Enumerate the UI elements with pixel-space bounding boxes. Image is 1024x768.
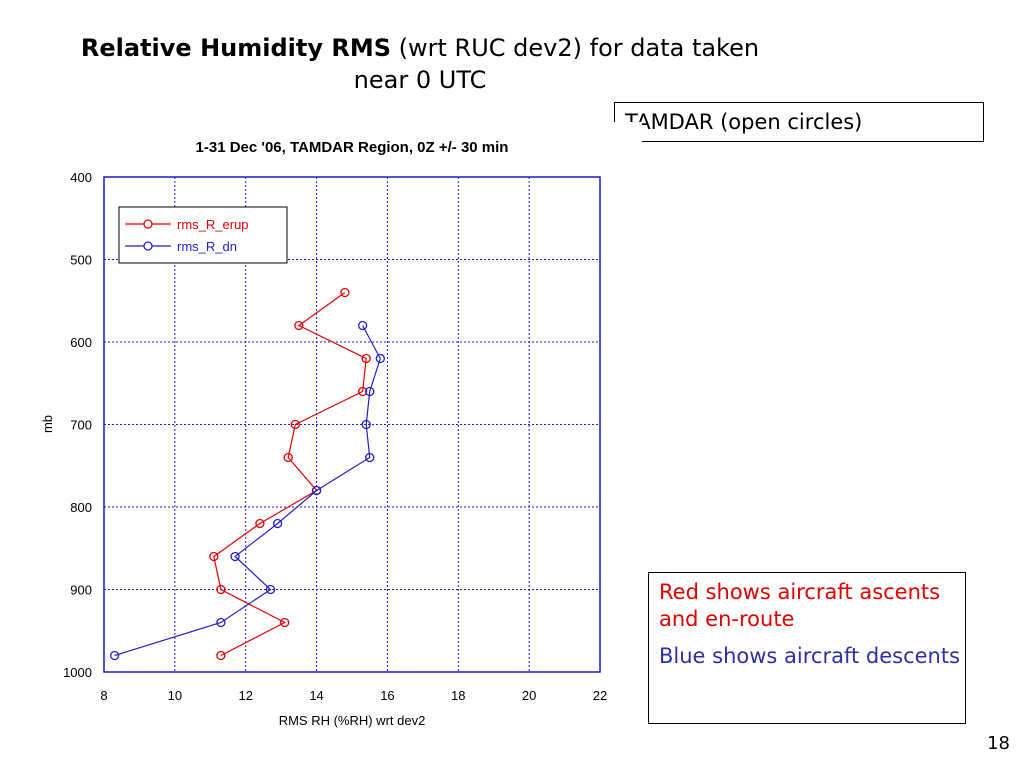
data-point-rms_R_erup <box>283 452 293 463</box>
slide-number: 18 <box>987 733 1010 754</box>
y-tick-label: 400 <box>70 170 92 185</box>
data-point-rms_R_dn <box>357 320 368 331</box>
slide-title: Relative Humidity RMS (wrt RUC dev2) for… <box>60 32 780 96</box>
data-point-rms_R_erup <box>361 353 371 364</box>
y-tick-label: 700 <box>70 418 92 433</box>
data-point-rms_R_dn <box>375 353 385 364</box>
data-point-rms_R_erup <box>357 386 368 397</box>
legend-label-rms_R_erup: rms_R_erup <box>177 217 249 232</box>
red-note: Red shows aircraft ascents and en-route <box>659 580 941 631</box>
color-explanation-box: Red shows aircraft ascents and en-route … <box>648 572 966 724</box>
data-point-rms_R_erup <box>255 518 265 529</box>
legend-marker-rms_R_erup <box>143 219 153 229</box>
y-tick-label: 900 <box>70 583 92 598</box>
series-line-rms_R_dn <box>114 325 381 657</box>
legend-marker-rms_R_dn <box>143 241 153 251</box>
data-point-rms_R_dn <box>365 452 375 463</box>
x-tick-label: 18 <box>451 688 465 703</box>
plot-border <box>103 176 601 673</box>
y-tick-label: 800 <box>70 500 92 515</box>
data-point-rms_R_erup <box>340 287 350 298</box>
data-point-rms_R_dn <box>109 650 120 661</box>
chart-background <box>22 122 642 736</box>
data-point-rms_R_erup <box>280 617 290 628</box>
data-point-rms_R_dn <box>361 419 371 430</box>
tamdar-note-box: TAMDAR (open circles) <box>614 102 984 142</box>
y-tick-label: 500 <box>70 253 92 268</box>
x-axis-label: RMS RH (%RH) wrt dev2 <box>279 713 426 728</box>
legend-box <box>118 206 288 264</box>
legend-label-rms_R_dn: rms_R_dn <box>177 239 237 254</box>
rh-rms-chart: 1-31 Dec '06, TAMDAR Region, 0Z +/- 30 m… <box>22 122 642 736</box>
x-tick-label: 20 <box>522 688 536 703</box>
data-point-rms_R_erup <box>216 650 226 661</box>
y-axis-label: mb <box>40 415 55 433</box>
x-tick-label: 16 <box>380 688 394 703</box>
tamdar-note: TAMDAR (open circles) <box>625 110 863 134</box>
slide-title-rest: (wrt RUC dev2) for data taken near 0 UTC <box>353 34 760 94</box>
x-tick-label: 22 <box>593 688 607 703</box>
data-point-rms_R_erup <box>294 320 304 331</box>
data-point-rms_R_dn <box>272 518 283 529</box>
data-point-rms_R_dn <box>230 551 240 562</box>
data-point-rms_R_dn <box>365 386 375 397</box>
series-line-rms_R_erup <box>213 292 367 657</box>
chart-title: 1-31 Dec '06, TAMDAR Region, 0Z +/- 30 m… <box>196 139 509 156</box>
x-tick-label: 12 <box>238 688 252 703</box>
slide-title-bold: Relative Humidity RMS <box>80 34 391 62</box>
data-point-rms_R_dn <box>216 617 226 628</box>
data-point-rms_R_erup <box>216 584 226 595</box>
data-point-rms_R_dn <box>311 485 322 496</box>
x-tick-label: 8 <box>100 688 107 703</box>
y-tick-label: 600 <box>70 335 92 350</box>
x-tick-label: 10 <box>168 688 182 703</box>
data-point-rms_R_dn <box>265 584 276 595</box>
data-point-rms_R_erup <box>290 419 300 430</box>
blue-note: Blue shows aircraft descents <box>659 644 961 668</box>
y-tick-label: 1000 <box>63 665 92 680</box>
x-tick-label: 14 <box>309 688 323 703</box>
data-point-rms_R_erup <box>209 551 219 562</box>
